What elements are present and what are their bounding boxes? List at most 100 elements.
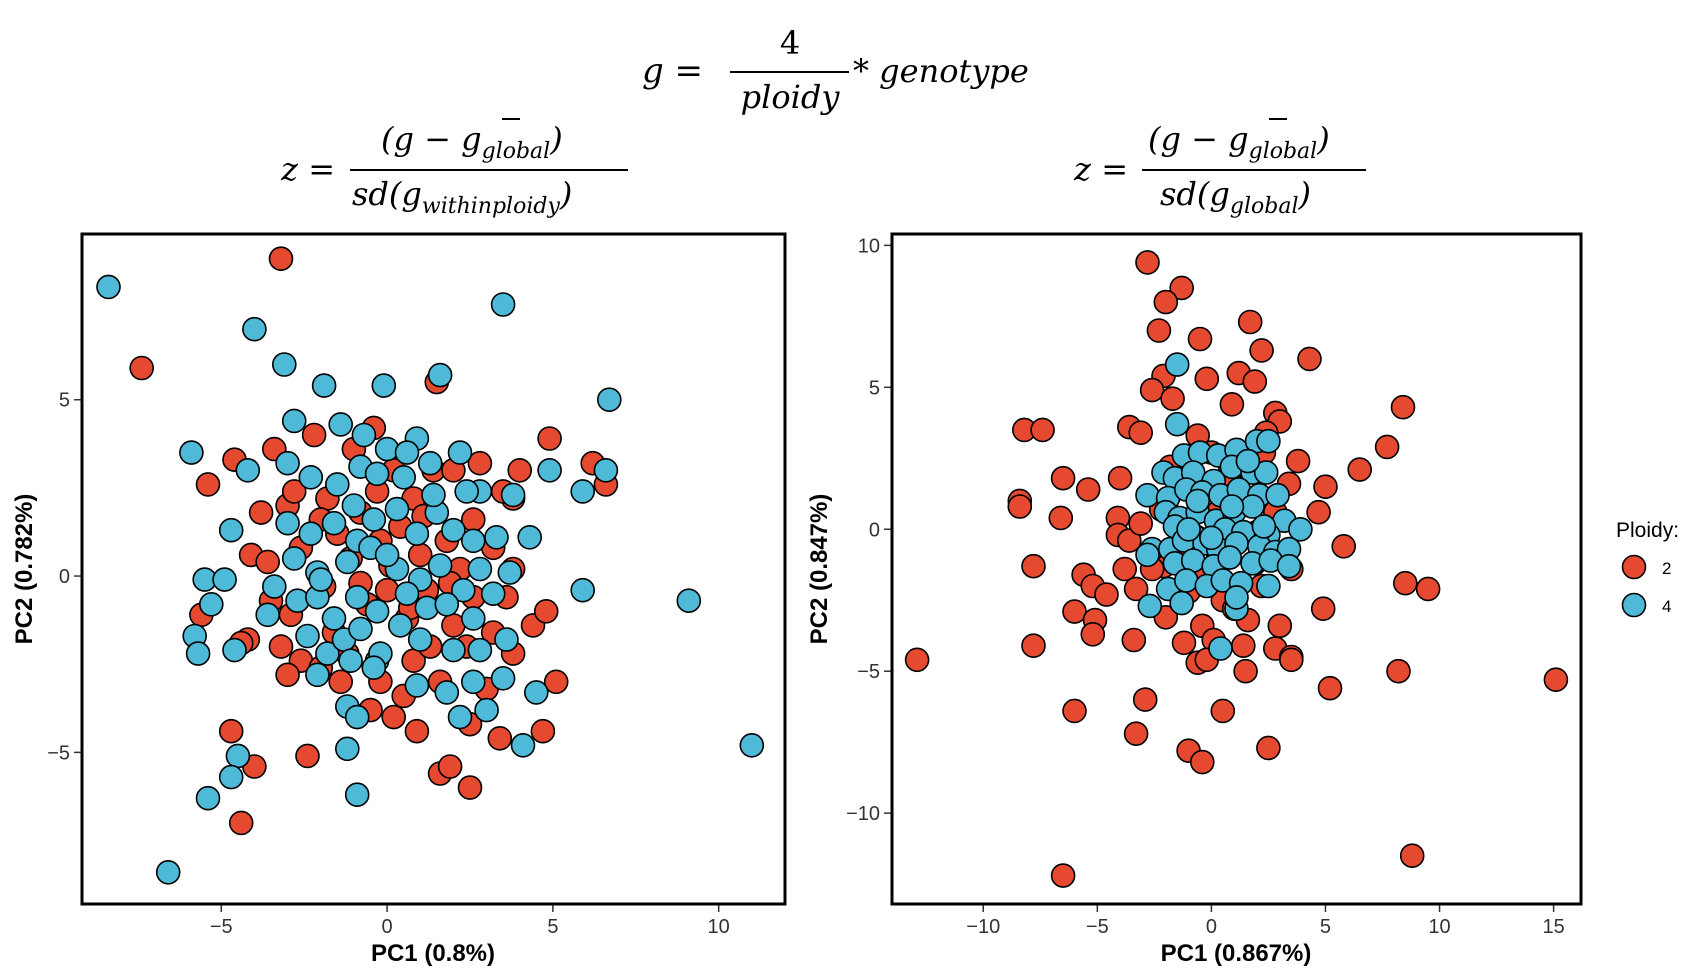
panel-2-equation: z = (g − gglobal) sd(gglobal) [1073,118,1366,219]
panel-2-point-ploidy-2 [1233,658,1258,684]
panel-2-y-axis-title: PC2 (0.847%) [806,494,833,645]
panel-1-point-ploidy-2 [268,634,294,659]
panel-1-point-ploidy-4 [441,517,466,543]
panel-1-point-ploidy-4 [490,665,516,691]
panel-1-point-ploidy-4 [394,440,420,465]
legend-label-4: 4 [1662,597,1671,616]
panel-1-point-ploidy-4 [570,577,596,603]
panel-1-point-ploidy-4 [427,362,453,388]
top-equation-denominator: ploidy [741,78,841,116]
panel-1-point-ploidy-4 [407,627,433,652]
panel-1-point-ploidy-4 [334,549,360,575]
panel-2-point-ploidy-2 [1386,658,1411,684]
panel-1-point-ploidy-2 [530,718,556,744]
panel-1-point-ploidy-4 [739,732,765,758]
panel-1-point-ploidy-2 [255,549,281,575]
panel-2-point-ploidy-2 [1075,477,1101,502]
panel-1-point-ploidy-4 [281,408,307,434]
panel-1-point-ploidy-4 [344,584,370,610]
panel-1-point-ploidy-4 [450,577,476,603]
panel-2-point-ploidy-2 [1107,465,1133,491]
panel-2-point-ploidy-2 [1062,698,1087,724]
panel-1-point-ploidy-4 [417,450,443,476]
panel-1-point-ploidy-4 [460,528,486,554]
panel-2-point-ploidy-4 [1240,494,1265,519]
panel-2-point-ploidy-2 [1123,576,1149,602]
panel-2-point-ploidy-4 [1265,482,1290,508]
panel-1-point-ploidy-2 [301,422,327,448]
panel-1-point-ploidy-4 [321,510,347,536]
panel-1-point-ploidy-4 [364,461,390,487]
panel-1-point-ploidy-2 [457,775,483,800]
panel-2-point-ploidy-2 [1139,377,1165,403]
panel-1-point-ploidy-2 [487,725,513,751]
panel-1-point-ploidy-4 [494,627,519,652]
panel-2-point-ploidy-2 [1543,667,1569,693]
panel-1-point-ploidy-4 [275,510,300,536]
panel-1-y-tick-label: 5 [59,390,70,412]
panel-1-eq-denominator: sd(gwithinploidy) [352,175,572,219]
panel-2-point-ploidy-4 [1288,516,1313,542]
panel-2-x-tick-label: 15 [1542,916,1564,938]
panel-2-point-ploidy-2 [1267,613,1293,639]
panel-2-point-ploidy-4 [1235,448,1261,474]
panel-2-point-ploidy-4 [1256,573,1281,599]
panel-2-y-tick-label: 5 [869,377,880,399]
panel-1-point-ploidy-4 [467,637,493,663]
panel-1-point-ploidy-4 [199,591,224,617]
panel-2-point-ploidy-2 [1187,326,1213,352]
panel-2-point-ploidy-4 [1217,545,1242,570]
panel-1-point-ploidy-2 [404,718,430,744]
panel-1-point-ploidy-4 [374,542,400,568]
panel-2-point-ploidy-2 [1399,843,1425,869]
panel-1-point-ploidy-2 [507,457,533,483]
panel-1-point-ploidy-4 [384,496,410,522]
panel-2-point-ploidy-4 [1135,542,1160,568]
panel-1-point-ploidy-4 [596,387,622,413]
panel-1-point-ploidy-4 [427,553,453,578]
panel-1: −5 0 5 10 −5 0 5 PC1 (0.8%) PC2 (0.782%) [11,232,787,967]
panel-1-point-ploidy-4 [275,450,300,476]
panel-2-point-ploidy-2 [1021,633,1046,659]
panel-2-point-ploidy-4 [1137,593,1163,619]
panel-2-point-ploidy-4 [1164,352,1190,377]
panel-1-y-ticks: −5 0 5 [47,390,81,764]
panel-1-point-ploidy-4 [434,680,460,705]
panel-1-x-tick-label: 5 [547,916,558,938]
panel-1-point-ploidy-4 [334,736,360,762]
panel-1-point-ploidy-4 [308,567,334,592]
panel-1-point-ploidy-4 [242,316,267,342]
panel-2-point-ploidy-2 [1094,582,1119,607]
panel-1-point-ploidy-4 [676,588,702,614]
panel-1-equation: z = (g − gglobal) sd(gwithinploidy) [280,118,628,219]
panel-1-point-ploidy-4 [421,482,446,508]
panel-2-point-ploidy-2 [1393,570,1418,596]
panel-2-point-ploidy-2 [1050,465,1076,491]
panel-1-point-ploidy-4 [474,697,499,723]
panel-2-point-ploidy-2 [1030,417,1055,443]
panel-1-point-ploidy-4 [225,743,251,769]
panel-1-x-axis-title: PC1 (0.8%) [371,940,495,967]
panel-2-point-ploidy-4 [1185,488,1210,514]
panel-2-point-ploidy-2 [1146,318,1172,343]
legend-swatch-4 [1621,592,1647,618]
panel-1-point-ploidy-4 [311,373,337,398]
panel-1-frame [80,232,787,906]
panel-1-point-ploidy-4 [315,641,340,666]
panel-2-point-ploidy-2 [1050,863,1076,888]
panel-1-point-ploidy-2 [195,472,221,497]
panel-2-point-ploidy-4 [1208,636,1233,661]
panel-2-point-ploidy-2 [1135,250,1160,275]
panel-2-point-ploidy-2 [1132,687,1158,712]
panel-2-eq-denominator: sd(gglobal) [1160,175,1311,219]
panel-1-point-ploidy-4 [271,352,297,377]
panel-1-point-ploidy-4 [467,556,493,582]
panel-1-eq-numerator: (g − gglobal) [381,120,563,164]
panel-1-point-ploidy-4 [324,472,350,497]
panel-1-point-ploidy-2 [248,500,274,525]
panel-1-point-ploidy-4 [460,606,486,631]
panel-2-points [904,250,1569,888]
panel-1-point-ploidy-4 [404,673,430,698]
legend-label-2: 2 [1662,559,1671,578]
panel-1-point-ploidy-4 [344,782,370,808]
